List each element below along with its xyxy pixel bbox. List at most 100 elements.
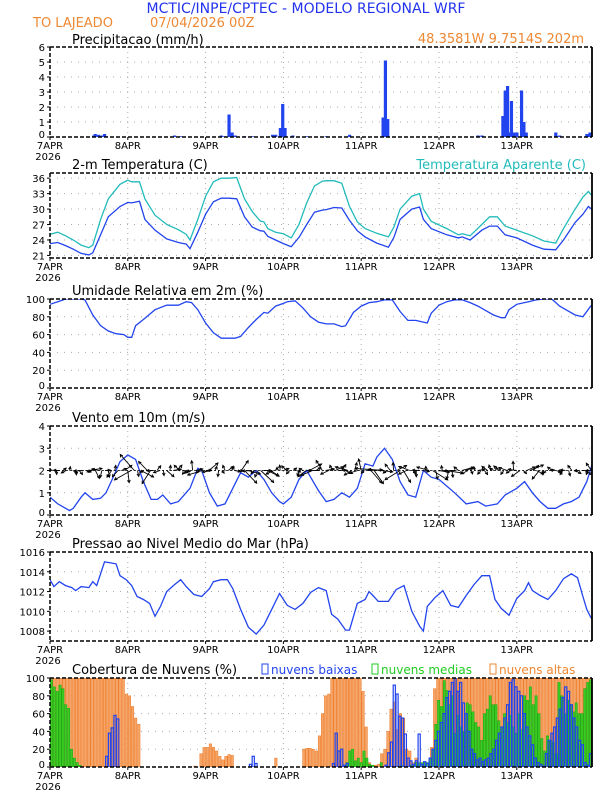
cloud-bar-high (364, 726, 368, 767)
cloud-bar-high (202, 747, 206, 767)
precip-bar (501, 116, 505, 137)
cloud-bar-high (87, 678, 91, 767)
precip-bar (102, 134, 107, 137)
wind-vector-head (567, 464, 571, 469)
wind-vector (493, 465, 501, 471)
coords-label: 48.3581W 9.7514S 202m (418, 32, 584, 47)
precip-bar (281, 104, 285, 137)
cloud-bar-high (81, 678, 85, 767)
wind-vector (315, 460, 323, 471)
ytick-label: 5 (39, 58, 45, 69)
ytick-label: 2 (39, 103, 45, 114)
precip-bar (271, 134, 275, 137)
wind-vector-head (577, 470, 582, 475)
ytick-label: 1008 (20, 627, 45, 638)
wind-vector (392, 462, 395, 471)
cloud-bar-high (311, 748, 315, 767)
wind-vector-head (403, 464, 408, 469)
wind-vector-head (275, 472, 280, 477)
legend-swatch-high (489, 663, 497, 675)
wind-vector (435, 470, 439, 480)
cloud-bar-high (383, 748, 387, 767)
ytick-label: 60 (32, 331, 45, 342)
wind-vector-head (179, 464, 183, 469)
xtick-label: 8APR (115, 141, 141, 152)
cloud-bar-mid (494, 704, 498, 767)
wind-vector-head (199, 467, 204, 472)
ytick-label: 100 (26, 674, 45, 685)
cloud-bar-high (349, 678, 353, 767)
cloud-bar-high (227, 754, 231, 767)
panel-rh: 0 20 40 60 80 100 7APR 8APR 9APR 10APR 11APR 12APR 1… (26, 295, 593, 414)
cloud-bar-high (124, 693, 128, 767)
cloud-bar-mid (58, 684, 62, 767)
wind-vector-head (195, 470, 200, 474)
cloud-bar-high (215, 750, 219, 767)
wind-vector (166, 470, 175, 478)
wind-vector-head (511, 460, 515, 465)
ytick-label: 1 (39, 489, 45, 500)
wind-vector-head (542, 470, 547, 475)
wind-title: Vento em 10m (m/s) (72, 411, 205, 426)
rh-title: Umidade Relativa em 2m (%) (72, 284, 263, 299)
wind-vector (461, 466, 474, 471)
cloud-bar-low (334, 732, 338, 767)
wind-vector-head (63, 467, 67, 472)
cloud-bar-low (564, 686, 568, 767)
wind-vector (112, 470, 119, 478)
wind-vector-head (585, 471, 589, 476)
ytick-label: 20 (32, 745, 45, 756)
wind-vector-head (585, 462, 590, 467)
cloud-bar-high (386, 731, 390, 767)
xtick-label: 8APR (115, 519, 141, 530)
wind-vector (370, 470, 383, 484)
cloud-bar-low (514, 686, 518, 767)
wind-vector (260, 470, 274, 483)
cloud-bar-high (479, 678, 483, 767)
cloud-bar-high (545, 678, 549, 767)
legend-swatch-mid (371, 663, 379, 675)
wind-vector (99, 470, 103, 478)
cloud-bar-mid (359, 762, 363, 767)
precip-bar (274, 134, 278, 137)
precip-bar (588, 132, 592, 137)
cloud-bar-mid (64, 704, 68, 767)
cloud-bar-high (358, 678, 362, 767)
cloud-bar-mid (483, 713, 486, 767)
wind-vector (320, 470, 329, 475)
plot-area-pressure (50, 561, 592, 636)
wind-vector-head (106, 474, 110, 478)
wind-vector-head (354, 461, 358, 466)
pressure-title: Pressao ao Nivel Medio do Mar (hPa) (72, 537, 309, 552)
ytick-label: 36 (32, 174, 45, 185)
precip-title: Precipitacao (mm/h) (72, 33, 204, 48)
cloud-bar-mid (586, 682, 590, 767)
wind-vector-head (397, 471, 402, 475)
wind-vector-head (184, 470, 189, 474)
wind-vector (138, 461, 148, 471)
cloud-bar-low (403, 733, 408, 767)
cloud-bar-high (109, 678, 113, 767)
cloud-bar-high (339, 678, 343, 767)
plot-area-temp (50, 176, 592, 256)
ytick-label: 1 (39, 118, 45, 129)
ytick-label: 1014 (20, 568, 45, 579)
wind-vector (208, 462, 219, 471)
cloud-bar-low (107, 732, 112, 767)
cloud-bar-high (551, 678, 555, 767)
cloud-bar-high (90, 678, 94, 767)
wind-vector-head (407, 479, 412, 484)
cloud-bar-high (96, 678, 100, 767)
precip-bar (93, 134, 97, 137)
main-title: MCTIC/INPE/CPTEC - MODELO REGIONAL WRF (147, 1, 466, 17)
wind-vector-head (113, 477, 118, 481)
xtick-label: 12APR (423, 645, 456, 656)
cloud-bar-mid (351, 748, 354, 767)
wind-vector (50, 468, 54, 471)
ytick-label: 80 (32, 313, 45, 324)
ytick-label: 33 (32, 190, 45, 201)
cloud-bar-high (302, 748, 306, 767)
wind-vector-head (254, 474, 258, 479)
precip-bar (522, 122, 526, 137)
precip-bar (554, 132, 558, 137)
